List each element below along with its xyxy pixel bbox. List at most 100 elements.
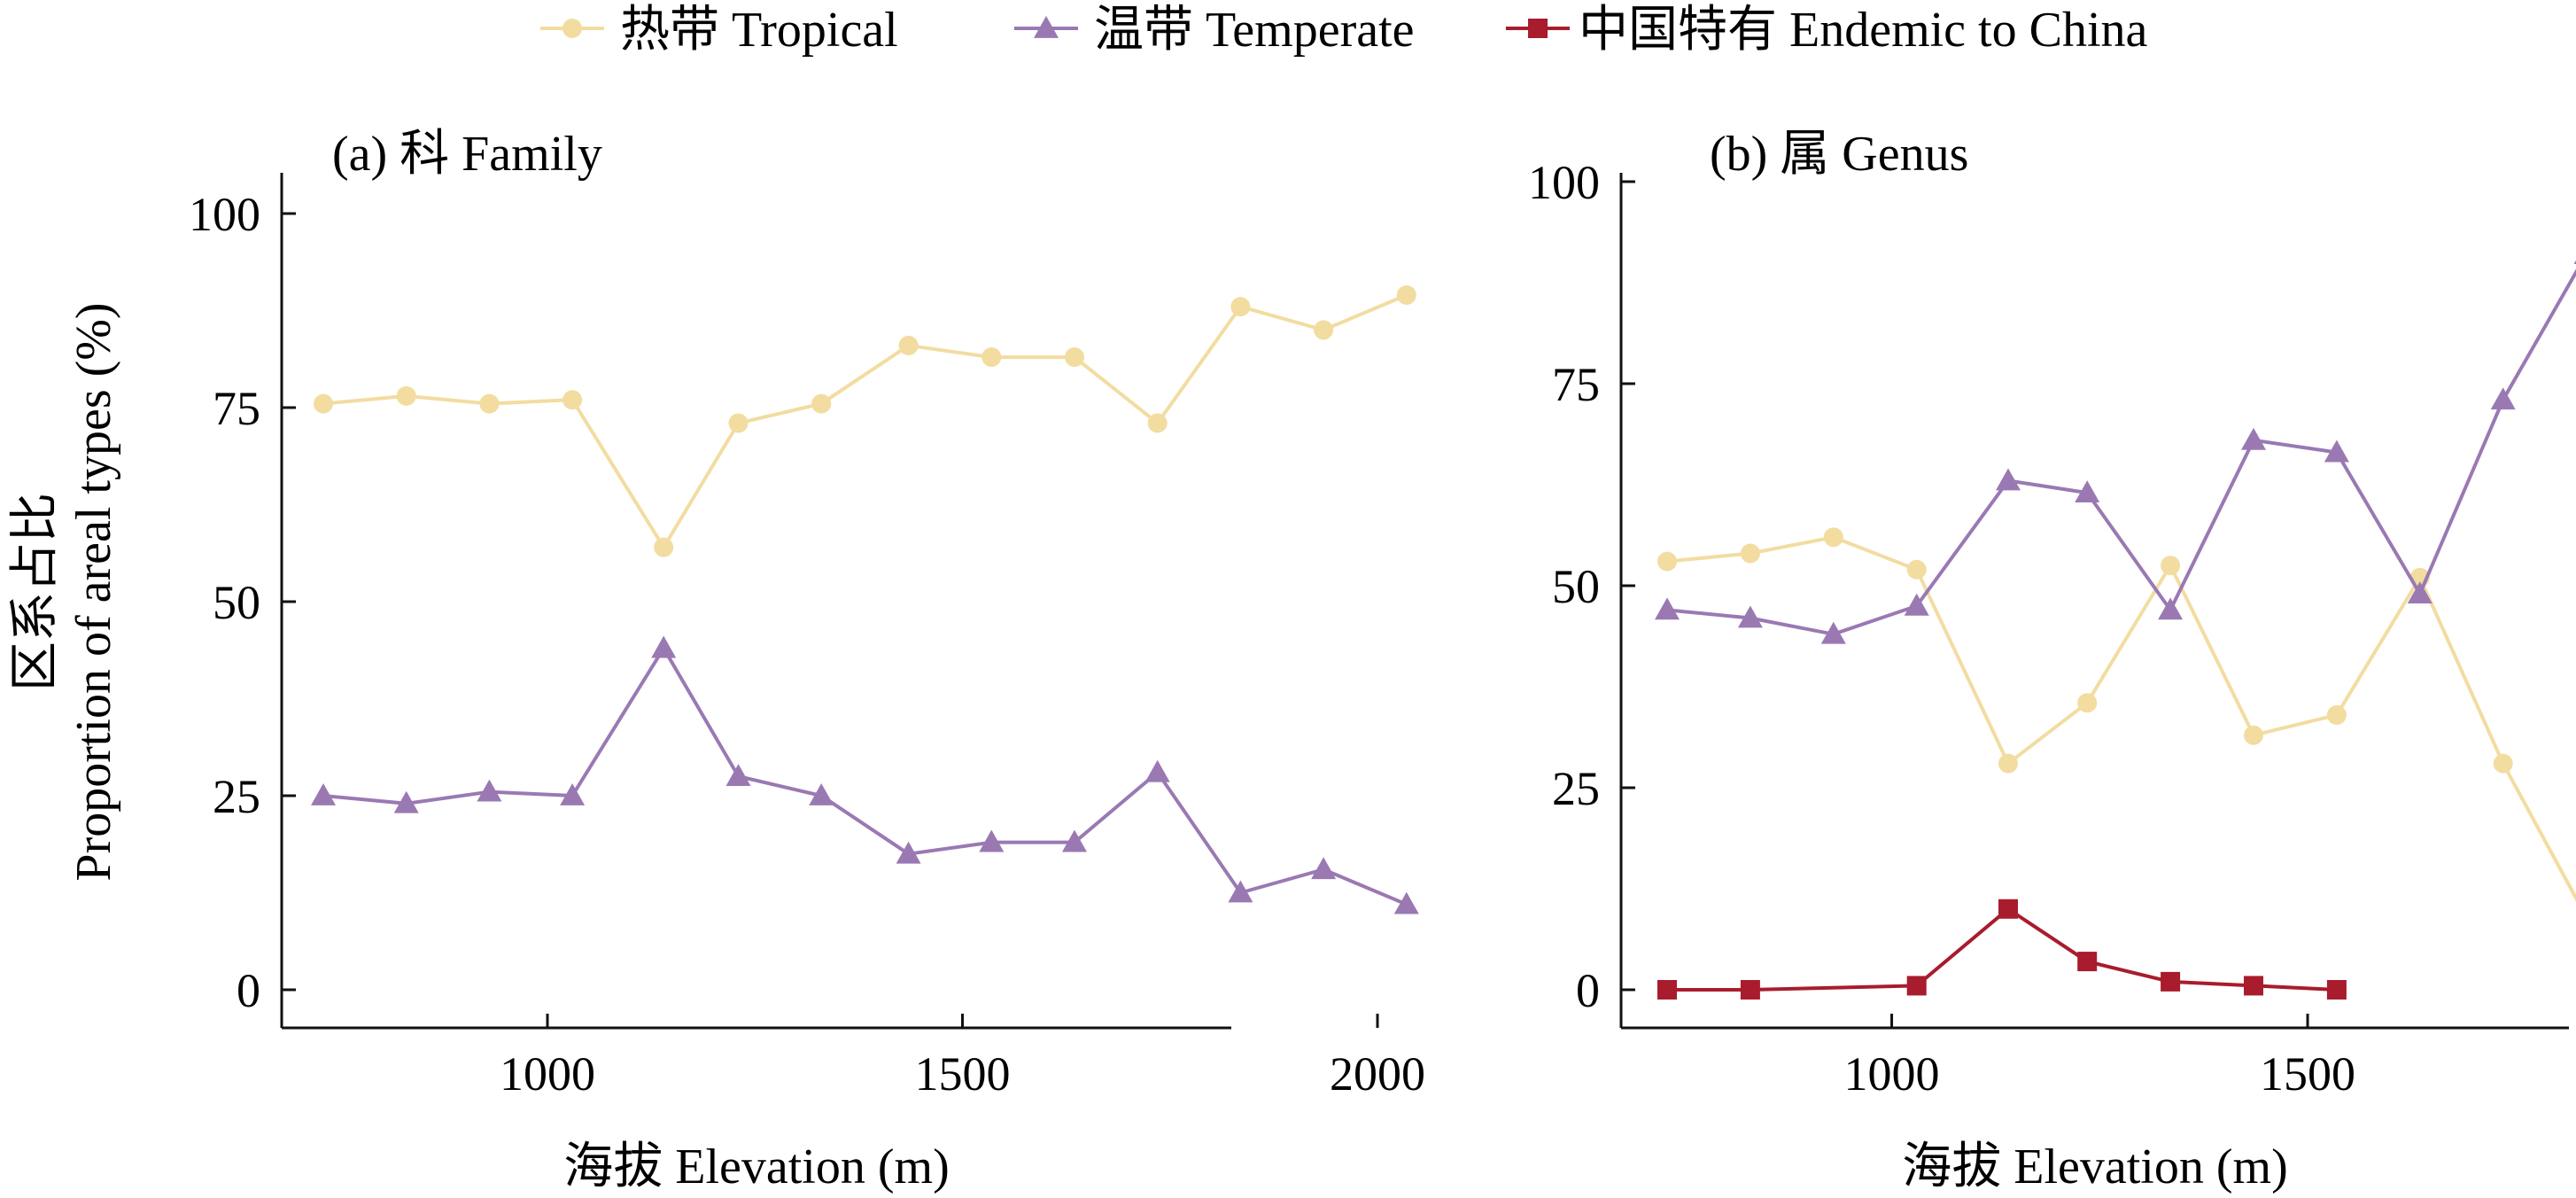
y-axis-title-cn: 区系占比	[8, 493, 63, 691]
data-point-temperate	[477, 779, 502, 802]
data-point-tropical	[479, 393, 500, 414]
legend-marker-square	[1528, 19, 1548, 38]
panel-title: (b) 属 Genus	[1710, 127, 1968, 182]
series-line-temperate	[1666, 268, 2576, 636]
data-point-temperate	[1228, 880, 1253, 903]
y-tick-label: 0	[1576, 964, 1600, 1017]
legend-item-tropical: 热带 Tropical	[540, 3, 898, 58]
data-point-tropical	[1906, 559, 1927, 580]
y-tick-label: 100	[189, 188, 260, 241]
series-line-endemic	[1667, 906, 2337, 992]
legend-marker-circle	[563, 19, 582, 38]
series-tropical	[314, 284, 1416, 557]
data-point-tropical	[1147, 413, 1168, 433]
data-point-temperate	[1311, 857, 1337, 880]
data-point-tropical	[1657, 551, 1677, 572]
data-point-tropical	[1823, 527, 1843, 548]
series-line-tropical	[322, 293, 1408, 551]
data-point-temperate	[1061, 829, 1087, 852]
series-line-tropical	[1666, 535, 2576, 902]
x-tick-label: 1500	[2260, 1047, 2355, 1101]
series-temperate	[1655, 260, 2576, 644]
data-point-temperate	[1144, 759, 1170, 782]
data-point-endemic	[1657, 980, 1677, 1000]
data-point-tropical	[898, 335, 919, 355]
data-point-temperate	[979, 829, 1005, 852]
data-point-temperate	[2490, 387, 2516, 410]
data-point-tropical	[1396, 284, 1416, 305]
data-point-tropical	[728, 413, 749, 433]
data-point-temperate	[1904, 593, 1929, 616]
data-point-endemic	[2077, 952, 2098, 972]
legend-item-endemic: 中国特有 Endemic to China	[1506, 3, 2148, 58]
data-point-temperate	[896, 841, 921, 864]
y-tick-label: 0	[237, 964, 260, 1017]
legend-label: 温带 Temperate	[1094, 3, 1414, 58]
data-point-temperate	[1393, 891, 1419, 914]
data-point-temperate	[1820, 621, 1846, 644]
x-tick-label: 1000	[1844, 1047, 1940, 1101]
data-point-temperate	[2158, 597, 2184, 620]
legend-marker-triangle	[1034, 16, 1059, 38]
y-axis-title: Proportion of areal types (%)	[66, 302, 121, 881]
data-point-tropical	[1064, 347, 1084, 368]
series-endemic	[1657, 898, 2347, 1000]
data-point-temperate	[2240, 427, 2266, 450]
y-tick-label: 25	[1552, 762, 1600, 815]
data-point-tropical	[2493, 753, 2513, 774]
data-point-temperate	[2407, 581, 2432, 604]
y-tick-label: 50	[213, 576, 260, 629]
data-point-temperate	[725, 764, 751, 787]
panel-title: (a) 科 Family	[332, 127, 602, 182]
data-point-temperate	[2075, 480, 2100, 503]
data-point-temperate	[311, 783, 336, 805]
x-tick-label: 1000	[500, 1047, 595, 1101]
data-point-endemic	[1740, 980, 1760, 1000]
data-point-tropical	[2161, 556, 2181, 576]
data-point-temperate	[1655, 597, 1680, 620]
y-tick-label: 50	[1552, 560, 1600, 613]
data-point-endemic	[1998, 898, 2018, 919]
panel-family: 0 25 50 75 100 1000 1500 2000 (a) 科 Family 海拔 Ele…	[189, 127, 1425, 1194]
y-tick-label: 25	[213, 770, 260, 823]
data-point-endemic	[1906, 976, 1927, 996]
data-point-tropical	[396, 385, 416, 406]
series-tropical	[1657, 527, 2576, 902]
data-point-tropical	[2326, 704, 2347, 725]
x-tick-label: 1500	[914, 1047, 1010, 1101]
data-point-temperate	[809, 783, 834, 805]
data-point-temperate	[1737, 605, 1763, 628]
legend-label: 中国特有 Endemic to China	[1579, 3, 2148, 58]
legend-label: 热带 Tropical	[620, 3, 898, 58]
y-tick-label: 100	[1528, 156, 1600, 209]
data-point-tropical	[314, 393, 333, 414]
data-point-tropical	[1740, 543, 1760, 564]
data-point-temperate	[651, 635, 677, 658]
data-point-temperate	[2573, 260, 2576, 264]
data-point-tropical	[563, 390, 583, 410]
y-tick-label: 75	[1552, 358, 1600, 411]
x-axis-title: 海拔 Elevation (m)	[563, 1140, 949, 1194]
x-tick-label: 2000	[1330, 1047, 1425, 1101]
x-axis-title: 海拔 Elevation (m)	[1902, 1140, 2287, 1194]
data-point-tropical	[2243, 725, 2263, 745]
data-point-tropical	[2077, 693, 2098, 713]
data-point-tropical	[1230, 297, 1251, 317]
legend: 热带 Tropical 温带 Temperate 中国特有 Endemic to C…	[540, 3, 2148, 58]
data-point-tropical	[1314, 320, 1334, 340]
data-point-temperate	[393, 790, 419, 813]
data-point-tropical	[982, 347, 1002, 368]
data-point-endemic	[2161, 971, 2181, 992]
data-point-endemic	[2326, 980, 2347, 1000]
data-point-temperate	[1995, 468, 2021, 491]
data-point-temperate	[560, 783, 586, 805]
data-point-temperate	[2324, 440, 2349, 463]
data-point-tropical	[654, 537, 674, 557]
data-point-tropical	[811, 393, 832, 414]
data-point-endemic	[2243, 976, 2263, 996]
series-line-temperate	[322, 644, 1408, 906]
y-tick-label: 75	[213, 382, 260, 435]
legend-item-temperate: 温带 Temperate	[1014, 3, 1414, 58]
